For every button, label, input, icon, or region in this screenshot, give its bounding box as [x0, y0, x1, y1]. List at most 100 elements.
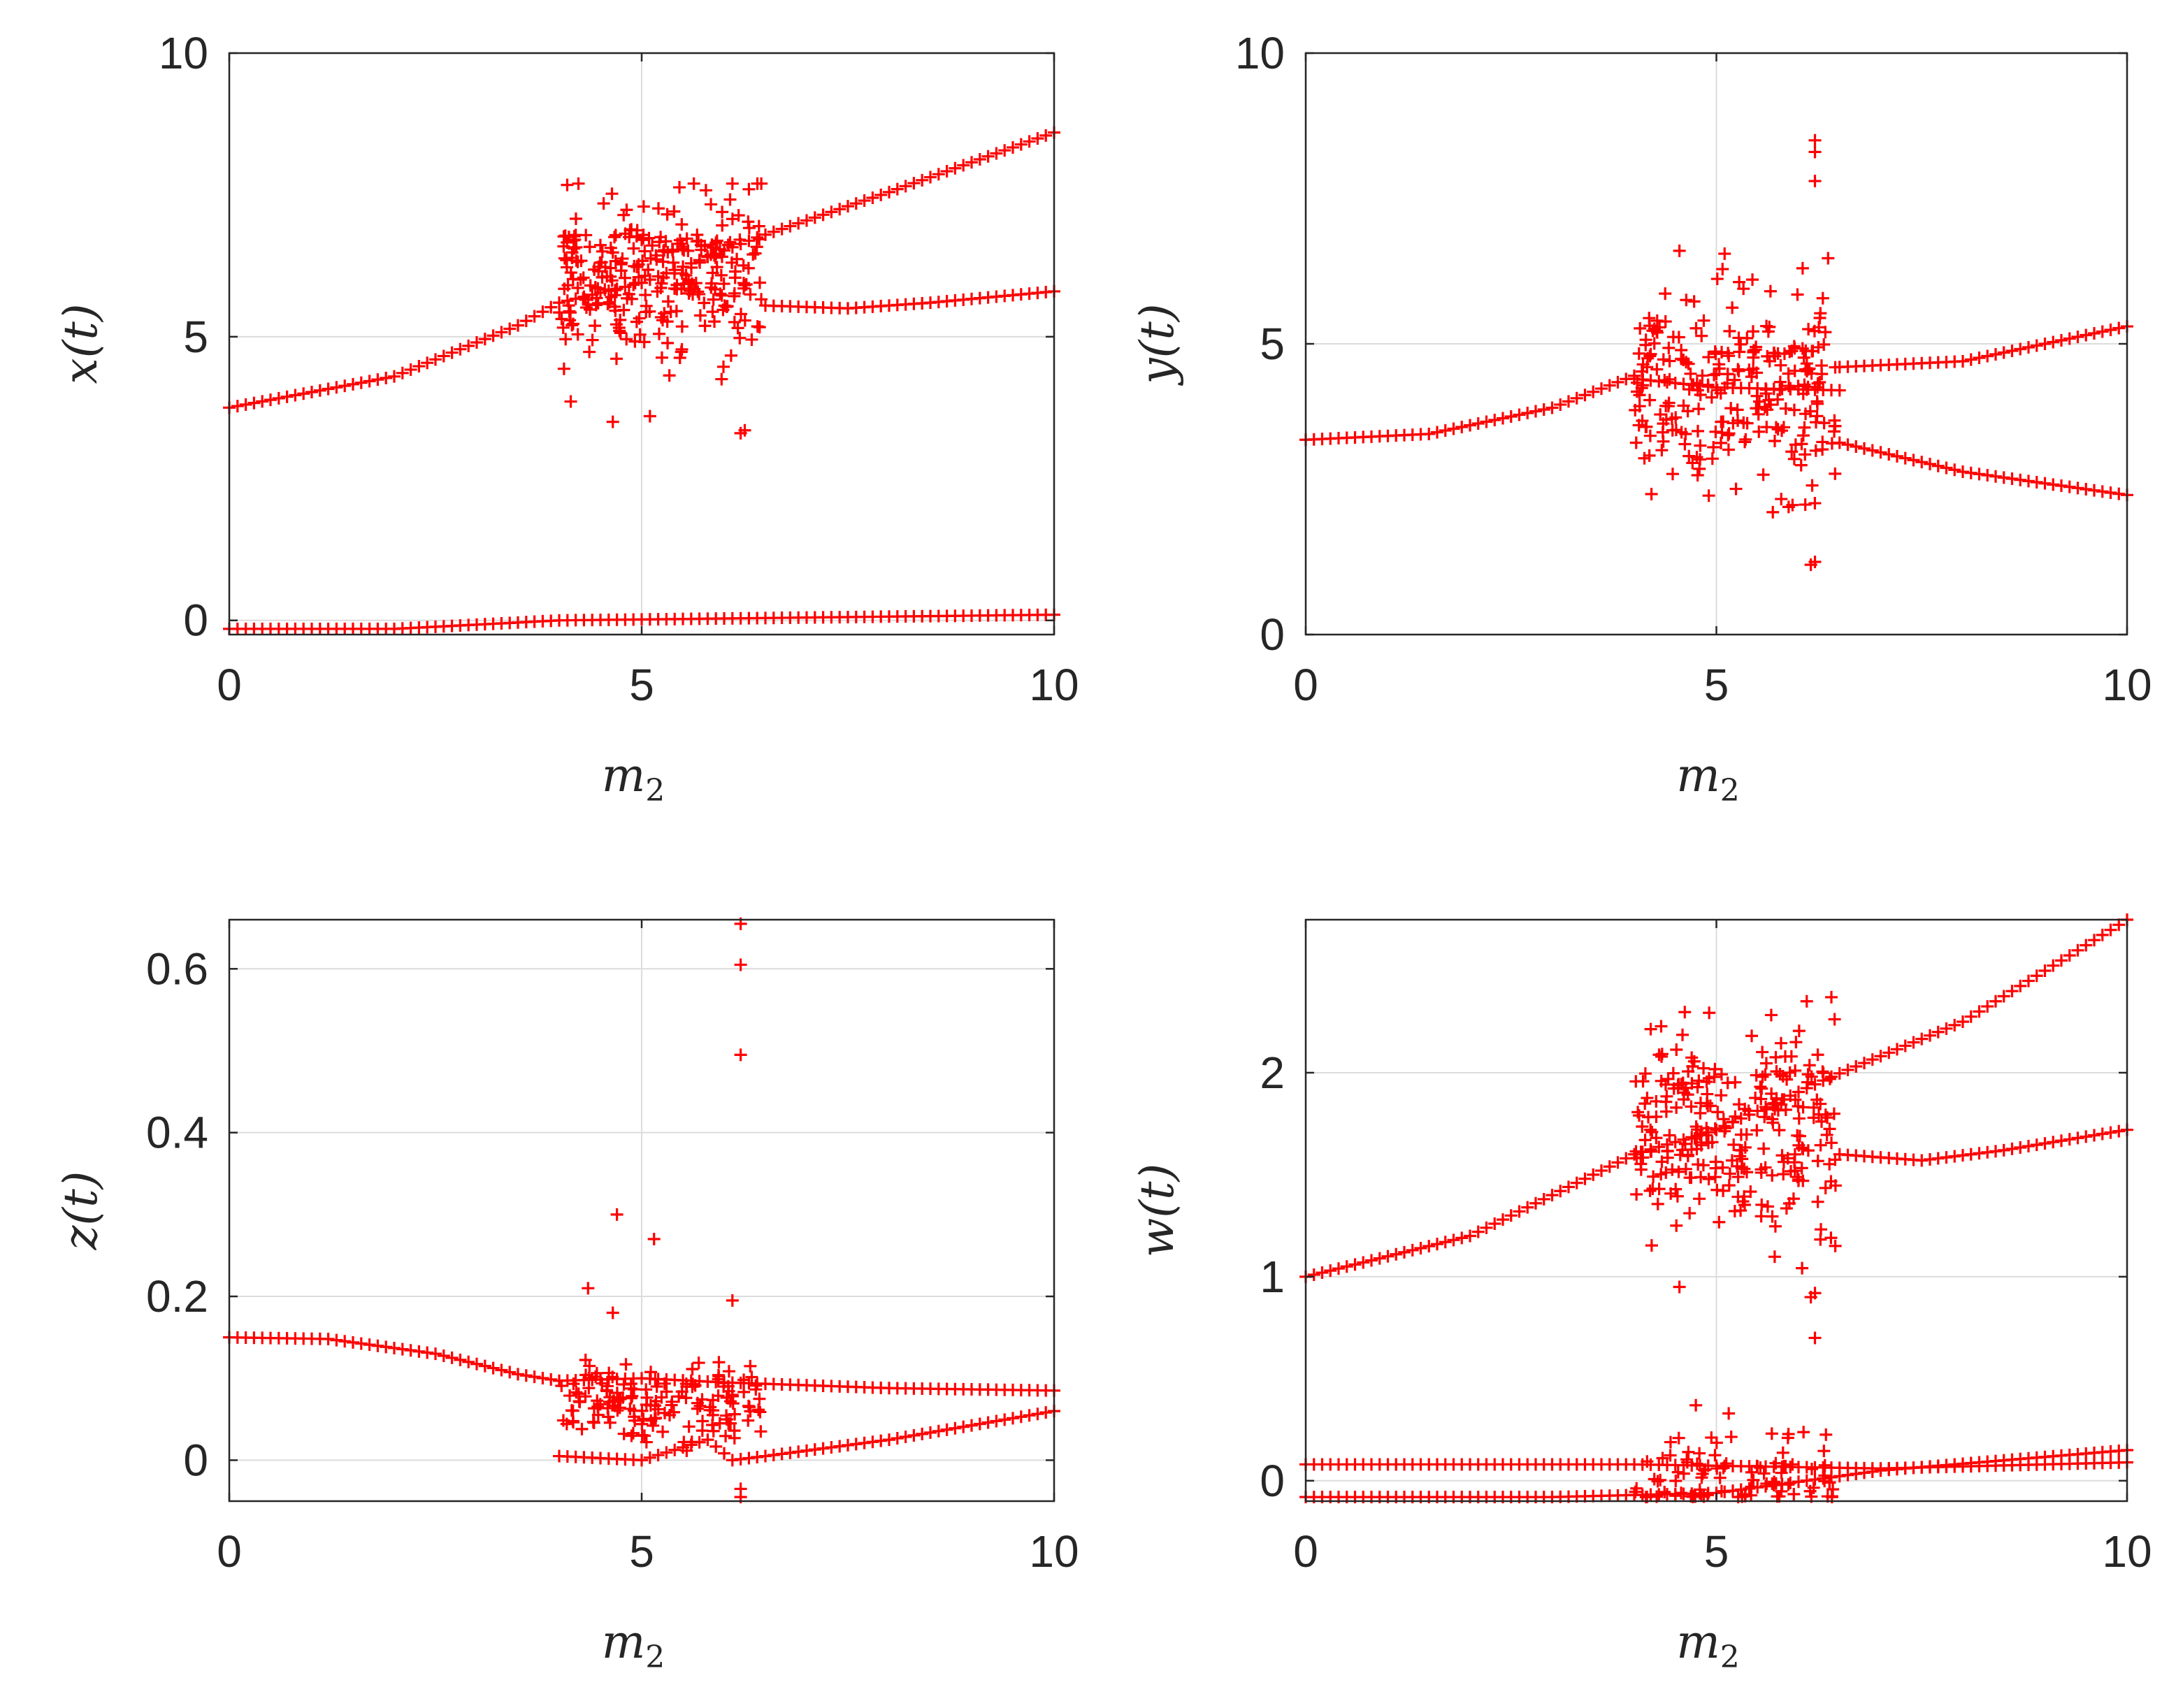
data-point: [737, 1373, 751, 1387]
data-point: [724, 349, 737, 362]
data-point: [752, 1403, 765, 1417]
data-point: [1654, 408, 1667, 421]
data-point: [2038, 477, 2052, 490]
data-point: [1672, 1431, 1685, 1445]
data-point: [675, 218, 689, 231]
data-point: [1791, 288, 1804, 301]
data-point: [1798, 421, 1811, 434]
data-point: [1779, 402, 1792, 415]
data-point: [1693, 1483, 1706, 1496]
data-point: [1780, 1073, 1794, 1086]
data-point: [686, 1377, 700, 1391]
data-point: [1734, 338, 1748, 351]
data-point: [1611, 1156, 1624, 1169]
data-point: [565, 251, 579, 264]
data-point: [597, 197, 610, 210]
data-point: [1603, 379, 1616, 392]
data-point: [1705, 391, 1718, 404]
data-point: [1789, 438, 1802, 451]
data-point: [1754, 1210, 1768, 1223]
data-point: [602, 1410, 615, 1424]
series-y-markers: [1299, 133, 2133, 572]
data-point: [1672, 1165, 1685, 1178]
data-point: [2047, 335, 2060, 349]
data-point: [1745, 1489, 1758, 1502]
data-point: [1684, 367, 1697, 380]
data-point: [1480, 1221, 1493, 1234]
data-point: [816, 208, 830, 222]
data-point: [404, 1344, 417, 1357]
data-point: [1634, 321, 1647, 335]
data-point: [1989, 470, 2002, 483]
data-point: [706, 305, 719, 319]
data-point: [347, 377, 359, 391]
data-point: [462, 339, 475, 352]
data-point: [632, 270, 645, 284]
data-point: [1750, 1124, 1764, 1137]
data-point: [1808, 1473, 1822, 1486]
data-point: [750, 240, 763, 254]
data-point: [1811, 1195, 1824, 1208]
data-point: [396, 366, 409, 379]
data-point: [1390, 1247, 1403, 1261]
data-point: [1823, 1122, 1836, 1136]
data-point: [675, 320, 689, 333]
data-point: [264, 393, 277, 407]
data-point: [1775, 493, 1788, 506]
data-point: [1675, 1486, 1688, 1500]
data-point: [1810, 410, 1824, 423]
data-point: [562, 231, 575, 244]
data-point: [1471, 417, 1485, 430]
data-point: [1732, 1098, 1745, 1111]
data-point: [583, 345, 596, 359]
data-point: [338, 379, 352, 393]
data-point: [1804, 1291, 1817, 1304]
data-point: [2014, 473, 2027, 486]
data-point: [981, 1416, 995, 1429]
data-point: [1713, 358, 1726, 371]
data-point: [703, 1403, 716, 1417]
data-point: [1997, 990, 2010, 1003]
y-tick-label: 5: [183, 312, 208, 362]
data-point: [1850, 440, 1863, 453]
data-point: [1973, 1005, 1986, 1018]
data-point: [1833, 1470, 1846, 1483]
data-point: [714, 287, 727, 301]
data-point: [891, 1432, 904, 1445]
data-point: [1819, 1181, 1832, 1194]
data-point: [767, 225, 780, 238]
data-point: [1815, 1115, 1828, 1128]
data-point: [1746, 325, 1759, 338]
data-point: [1782, 1478, 1795, 1491]
data-point: [1007, 1412, 1019, 1425]
data-point: [1770, 1065, 1783, 1078]
data-point: [755, 177, 768, 190]
data-point: [693, 309, 707, 322]
data-point: [1643, 312, 1656, 325]
data-point: [1723, 324, 1736, 338]
data-point: [1357, 1256, 1370, 1269]
data-point: [1811, 1048, 1824, 1062]
data-point: [726, 1294, 739, 1307]
data-point: [2112, 918, 2126, 932]
data-point: [1757, 468, 1770, 482]
data-point: [609, 229, 622, 242]
data-point: [723, 1395, 737, 1408]
data-point: [1733, 345, 1746, 359]
data-point: [721, 300, 734, 313]
data-point: [2080, 483, 2093, 495]
data-point: [745, 1370, 758, 1384]
data-point: [1643, 1184, 1657, 1197]
data-point: [2005, 344, 2019, 357]
data-point: [639, 289, 652, 302]
data-point: [1480, 415, 1493, 428]
data-point: [519, 314, 533, 328]
data-point: [675, 345, 688, 359]
data-point: [1750, 1459, 1764, 1472]
data-point: [883, 1433, 895, 1447]
data-point: [1858, 1466, 1871, 1479]
panel-y: 0 5 10 0 5 10 m2 y(t): [1130, 28, 2152, 809]
data-point: [564, 395, 577, 408]
data-point: [737, 282, 751, 295]
data-point: [2096, 325, 2109, 338]
